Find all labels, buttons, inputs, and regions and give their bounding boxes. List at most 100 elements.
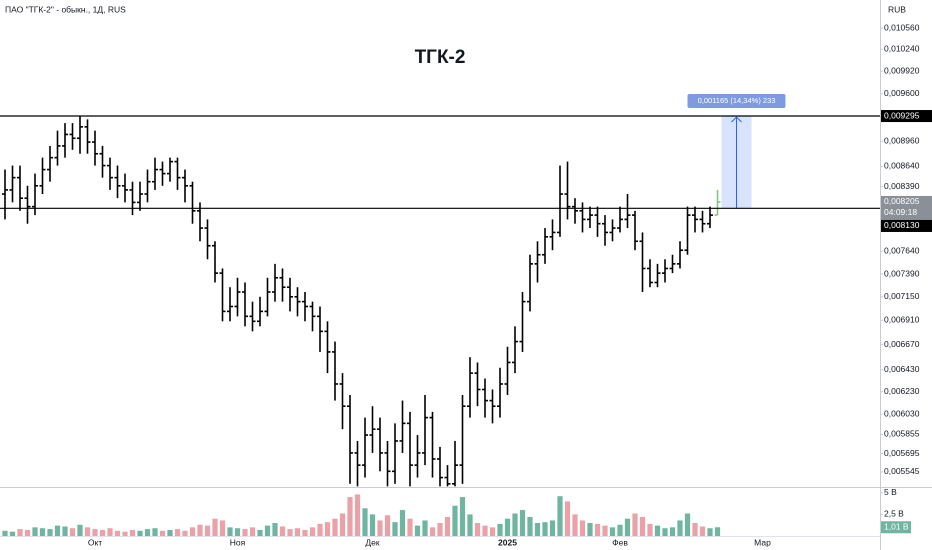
y-tick-label: 0,009920	[884, 65, 920, 75]
volume-bar	[339, 513, 346, 536]
volume-bar	[227, 527, 233, 536]
volume-bar	[354, 494, 361, 536]
y-tick-label: 0,008390	[884, 181, 920, 191]
volume-bar	[32, 527, 38, 536]
volume-bar	[249, 527, 256, 536]
x-tick-label: Окт	[88, 537, 102, 547]
volume-bar	[234, 528, 241, 536]
chart-title: ТГК-2	[415, 47, 466, 68]
volume-bar	[99, 529, 106, 536]
volume-bar	[92, 529, 98, 536]
volume-bar	[159, 530, 166, 536]
volume-bar	[474, 523, 481, 536]
volume-bar	[257, 529, 263, 536]
countdown: 04:09:18	[884, 207, 917, 217]
y-tick-label: 0,009600	[884, 88, 920, 98]
volume-bar	[197, 524, 203, 536]
volume-bar	[219, 520, 226, 536]
volume-bar	[264, 525, 271, 536]
volume-bar	[429, 527, 436, 536]
y-tick-label: 0,008960	[884, 136, 920, 146]
volume-bar	[639, 516, 646, 536]
volume-bar	[2, 530, 8, 536]
x-tick-label: Фев	[612, 537, 628, 547]
volume-bar	[212, 518, 218, 536]
volume-bar	[24, 529, 31, 536]
y-tick-label: 0,005545	[884, 466, 920, 476]
y-tick-label: 0,007390	[884, 268, 920, 278]
currency: RUB	[888, 4, 906, 14]
measure-label: 0,001165 (14,34%) 233	[698, 96, 776, 105]
volume-bar	[527, 516, 533, 536]
x-tick-label: 2025	[498, 537, 517, 547]
volume-bar	[107, 528, 113, 536]
volume-bar	[579, 520, 586, 536]
volume-bar	[84, 527, 91, 536]
volume-bar	[437, 523, 443, 536]
volume-bar	[77, 524, 83, 536]
volume-bar	[557, 496, 563, 536]
volume-bar	[444, 516, 451, 536]
level-badge-shifted	[881, 219, 932, 232]
volume-bar	[39, 528, 46, 536]
y-tick-label: 0,010560	[884, 22, 920, 32]
volume-bar	[129, 529, 136, 536]
volume-bar	[422, 520, 428, 536]
volume-bar	[399, 510, 406, 536]
volume-bar	[467, 514, 473, 536]
y-tick-label: 0,006030	[884, 408, 920, 418]
measure-label-box	[687, 94, 786, 109]
volume-bar	[324, 522, 331, 536]
volume-bar	[512, 513, 518, 536]
volume-bar	[309, 527, 316, 536]
volume-bar	[594, 523, 601, 536]
volume-bar	[242, 529, 248, 536]
volume-bar	[549, 520, 556, 536]
price-pane	[2, 116, 752, 487]
volume-bar	[617, 524, 623, 536]
volume-bar	[317, 523, 323, 536]
y-tick-label: 0,007640	[884, 245, 920, 255]
volume-bar	[47, 529, 53, 536]
volume-bar	[504, 518, 511, 536]
volume-bar	[377, 520, 383, 536]
volume-bar	[459, 497, 466, 536]
volume-bar	[167, 529, 173, 536]
volume-bar	[294, 528, 301, 536]
volume-bar	[609, 527, 616, 536]
volume-bar	[677, 520, 683, 536]
volume-bar	[9, 531, 16, 536]
y-tick-label: 0,006430	[884, 364, 920, 374]
volume-bar	[669, 527, 676, 536]
volume-bar	[572, 514, 578, 536]
volume-bar	[69, 528, 76, 536]
volume-bar	[279, 526, 286, 536]
volume-bar	[407, 518, 413, 536]
level-label: 0,009295	[884, 110, 920, 120]
volume-bar	[204, 525, 211, 536]
volume-last-badge	[881, 521, 911, 534]
volume-tick-label: 2,5 B	[884, 509, 904, 519]
volume-bar	[714, 527, 721, 536]
volume-bar	[452, 505, 458, 536]
volume-bar	[699, 526, 706, 536]
volume-bar	[137, 530, 143, 536]
volume-bar	[122, 531, 128, 536]
x-tick-label: Мар	[754, 537, 771, 547]
last-price-badge	[881, 195, 932, 220]
volume-bar	[182, 530, 188, 536]
volume-bar	[369, 514, 376, 536]
volume-bar	[497, 523, 503, 536]
y-tick-label: 0,005855	[884, 429, 920, 439]
x-tick-label: Ноя	[230, 537, 246, 547]
volume-bar	[489, 527, 496, 536]
volume-bar	[692, 523, 698, 536]
volume-bar	[647, 523, 653, 536]
volume-bar	[624, 518, 631, 536]
volume-bar	[362, 508, 368, 536]
last-price-label: 0,008205	[884, 196, 920, 206]
volume-last-label: 1,01 B	[884, 522, 909, 532]
y-tick-label: 0,006910	[884, 315, 920, 325]
volume-bar	[684, 513, 691, 536]
